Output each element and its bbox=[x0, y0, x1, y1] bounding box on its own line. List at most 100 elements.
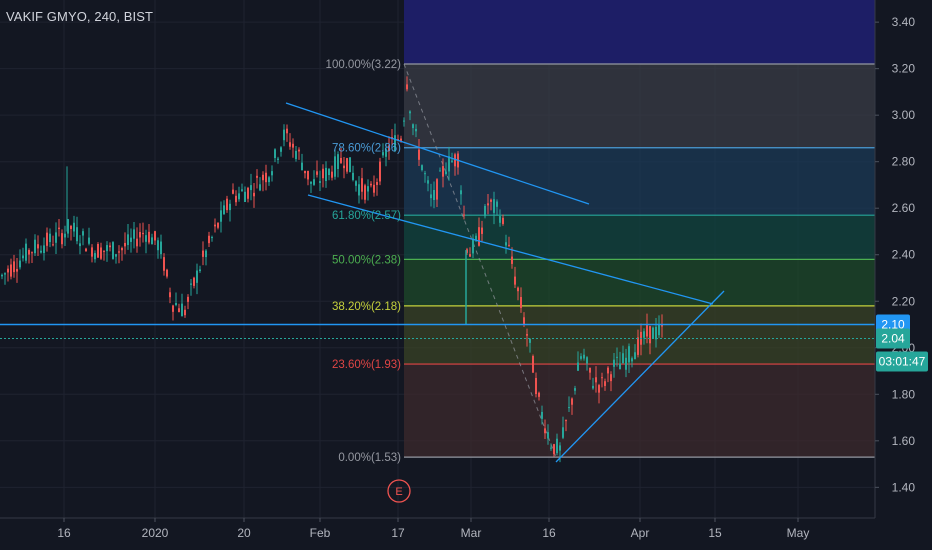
candle-body-38 bbox=[115, 254, 117, 257]
candle-body-18 bbox=[55, 232, 57, 243]
candle-body-126 bbox=[379, 161, 381, 182]
candle-body-28 bbox=[85, 248, 87, 252]
fibonacci-retracement[interactable] bbox=[403, 0, 875, 458]
candle-body-22 bbox=[67, 219, 69, 234]
candle-body-8 bbox=[25, 243, 27, 261]
candlestick-series bbox=[1, 76, 663, 463]
candle-body-161 bbox=[484, 205, 486, 217]
candle-body-31 bbox=[94, 253, 96, 260]
candle-body-11 bbox=[34, 239, 36, 254]
candle-body-13 bbox=[40, 250, 42, 253]
candle-body-185 bbox=[556, 438, 558, 454]
x-tick-label-4: 17 bbox=[391, 526, 405, 540]
candle-body-81 bbox=[244, 191, 246, 203]
candle-body-143 bbox=[430, 194, 432, 199]
candle-body-147 bbox=[442, 166, 444, 177]
candle-body-140 bbox=[421, 165, 423, 171]
candle-body-173 bbox=[520, 297, 522, 308]
candle-body-146 bbox=[439, 170, 441, 172]
fib-label-0: 100.00%(3.22) bbox=[326, 59, 402, 71]
candle-body-183 bbox=[550, 447, 552, 449]
candle-body-207 bbox=[622, 353, 624, 364]
candle-body-113 bbox=[340, 157, 342, 163]
candle-body-211 bbox=[634, 352, 636, 360]
candle-body-16 bbox=[49, 233, 51, 243]
candle-body-162 bbox=[487, 203, 489, 206]
candle-body-44 bbox=[133, 229, 135, 239]
candle-body-121 bbox=[364, 185, 366, 200]
candle-body-205 bbox=[616, 356, 618, 358]
candle-body-191 bbox=[574, 388, 576, 391]
candle-body-115 bbox=[346, 158, 348, 172]
candle-body-43 bbox=[130, 237, 132, 242]
candle-body-55 bbox=[166, 269, 168, 277]
candle-body-131 bbox=[394, 135, 396, 151]
candle-body-34 bbox=[103, 250, 105, 252]
candle-body-153 bbox=[460, 190, 462, 195]
candle-body-215 bbox=[646, 324, 648, 337]
candle-body-138 bbox=[415, 128, 417, 132]
candle-body-17 bbox=[52, 244, 54, 246]
candle-body-7 bbox=[22, 255, 24, 259]
fib-zone-1 bbox=[404, 147, 875, 216]
candle-body-197 bbox=[592, 385, 594, 389]
candle-body-180 bbox=[541, 411, 543, 419]
candle-body-92 bbox=[277, 158, 279, 160]
candle-body-111 bbox=[334, 156, 336, 177]
candle-body-202 bbox=[607, 367, 609, 374]
trendline-drawings[interactable] bbox=[285, 102, 725, 463]
time-axis[interactable]: 16 2020 20 Feb 17 Mar 16 Apr 15 May bbox=[57, 518, 809, 540]
candle-body-170 bbox=[511, 256, 513, 264]
candle-body-120 bbox=[361, 178, 363, 192]
candle-body-85 bbox=[256, 175, 258, 178]
candle-body-42 bbox=[127, 234, 129, 245]
candle-body-110 bbox=[331, 171, 333, 178]
candle-body-142 bbox=[427, 180, 429, 184]
candle-body-168 bbox=[505, 242, 507, 246]
candle-body-157 bbox=[472, 238, 474, 254]
candle-body-171 bbox=[514, 276, 516, 285]
candle-body-19 bbox=[58, 227, 60, 230]
countdown-label: 03:01:47 bbox=[879, 354, 926, 368]
horizontal-price-lines[interactable] bbox=[0, 323, 875, 339]
y-tick-label-5: 2.40 bbox=[892, 248, 916, 262]
candle-body-220 bbox=[661, 325, 663, 327]
candle-body-46 bbox=[139, 232, 141, 238]
candle-body-9 bbox=[28, 250, 30, 255]
countdown-tag bbox=[876, 351, 928, 372]
fib-label-2: 61.80%(2.57) bbox=[332, 210, 401, 222]
candle-body-51 bbox=[154, 231, 156, 241]
candle-body-53 bbox=[160, 241, 162, 255]
candle-body-135 bbox=[406, 84, 408, 90]
candle-body-208 bbox=[625, 357, 627, 370]
x-tick-label-9: May bbox=[787, 526, 810, 540]
candle-body-155 bbox=[466, 249, 468, 253]
candle-body-103 bbox=[310, 181, 312, 184]
candle-body-123 bbox=[370, 183, 372, 186]
fib-zone-4 bbox=[404, 305, 875, 365]
fib-label-1: 78.60%(2.86) bbox=[332, 143, 401, 155]
candle-body-209 bbox=[628, 346, 630, 363]
candle-body-15 bbox=[46, 232, 48, 246]
candle-body-97 bbox=[292, 143, 294, 148]
candle-body-141 bbox=[424, 173, 426, 175]
candle-body-196 bbox=[589, 367, 591, 373]
candle-body-71 bbox=[214, 224, 216, 227]
candle-body-58 bbox=[175, 302, 177, 306]
candle-body-83 bbox=[250, 185, 252, 191]
candle-body-1 bbox=[4, 273, 6, 275]
hline-2-04-tag-label: 2.04 bbox=[881, 331, 905, 345]
candle-body-61 bbox=[184, 309, 186, 316]
candle-body-63 bbox=[190, 283, 192, 285]
y-tick-label-4: 2.60 bbox=[892, 201, 916, 215]
candle-body-12 bbox=[37, 244, 39, 249]
candle-body-206 bbox=[619, 363, 621, 370]
candle-body-190 bbox=[571, 398, 573, 405]
candle-body-50 bbox=[151, 237, 153, 245]
earnings-event-marker[interactable]: E bbox=[387, 479, 411, 503]
candle-body-182 bbox=[547, 432, 549, 439]
candle-body-118 bbox=[355, 181, 357, 186]
candle-body-178 bbox=[535, 377, 537, 395]
x-tick-label-1: 2020 bbox=[142, 526, 169, 540]
